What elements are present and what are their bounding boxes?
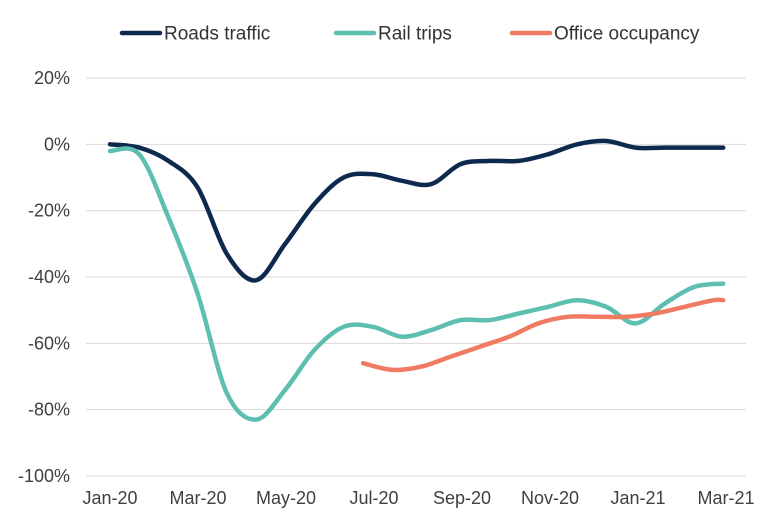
legend: Roads traffic Rail trips Office occupancy [119, 24, 700, 45]
x-tick-label: Jul-20 [349, 488, 398, 508]
x-tick-label: Jan-20 [82, 488, 137, 508]
y-tick-label: -20% [28, 201, 70, 221]
series-lines [107, 138, 726, 422]
y-tick-label: 20% [34, 68, 70, 88]
series-line-rail-trips [107, 146, 726, 422]
y-tick-label: -60% [28, 333, 70, 353]
x-axis-tick-labels: Jan-20 Mar-20 May-20 Jul-20 Sep-20 Nov-20 Jan-… [82, 488, 754, 508]
y-tick-label: 0% [44, 134, 70, 154]
series-line-office-occupancy [360, 297, 726, 373]
x-tick-label: Jan-21 [610, 488, 665, 508]
x-tick-label: Mar-21 [697, 488, 754, 508]
y-tick-label: -100% [18, 466, 70, 486]
x-tick-label: Nov-20 [521, 488, 579, 508]
legend-label: Office occupancy [554, 24, 700, 45]
x-tick-label: Mar-20 [169, 488, 226, 508]
y-axis-tick-labels: 20% 0% -20% -40% -60% -80% -100% [18, 68, 70, 486]
y-tick-label: -80% [28, 400, 70, 420]
y-tick-label: -40% [28, 267, 70, 287]
x-tick-label: May-20 [256, 488, 316, 508]
x-tick-label: Sep-20 [433, 488, 491, 508]
legend-label: Roads traffic [164, 24, 270, 45]
series-line-roads-traffic [107, 138, 726, 283]
gridlines [86, 77, 746, 477]
legend-label: Rail trips [378, 24, 452, 45]
